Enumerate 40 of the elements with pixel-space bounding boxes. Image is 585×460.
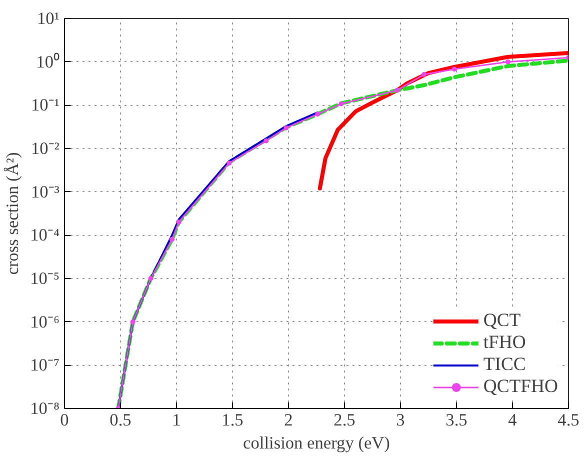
y-tick-label: 10⁰ (36, 52, 60, 72)
y-tick-label: 10⁻⁴ (30, 226, 60, 245)
legend-label: QCTFHO (483, 376, 558, 398)
x-tick-label: 1.5 (222, 410, 244, 430)
point (170, 236, 175, 242)
y-tick-label: 10⁻⁶ (30, 312, 60, 332)
legend-label: QCT (483, 310, 521, 332)
point (176, 220, 182, 225)
x-tick-label: 3.5 (446, 410, 468, 430)
line-series (117, 111, 319, 408)
x-tick-label: 4 (508, 410, 518, 430)
y-tick-label: 10⁻² (30, 139, 60, 158)
x-tick-label: 0 (60, 410, 69, 430)
x-tick-label: 2 (284, 410, 293, 430)
point (506, 59, 511, 64)
y-tick-label: 10⁻⁵ (30, 269, 60, 288)
x-tick-label: 3 (396, 410, 405, 430)
point (148, 276, 154, 281)
x-tick-label: 0.5 (110, 410, 132, 430)
y-axis-title: cross section (Å²) (3, 152, 22, 275)
y-tick-label: 10⁻⁸ (30, 399, 60, 418)
x-tick-label: 4.5 (558, 410, 580, 430)
legend-label: tFHO (483, 332, 526, 354)
point (422, 72, 427, 77)
point (452, 66, 457, 72)
x-axis-title: collision energy (eV) (243, 434, 390, 452)
y-tick-label: 10¹ (36, 9, 60, 28)
point (226, 160, 232, 166)
point (264, 138, 269, 144)
legend-label: TICC (483, 354, 526, 376)
y-tick-label: 10⁻³ (30, 182, 60, 202)
point (315, 112, 320, 117)
point (130, 319, 136, 324)
point (338, 101, 344, 106)
y-tick-label: 10⁻⁷ (30, 356, 60, 375)
point (284, 125, 289, 130)
x-tick-label: 2.5 (334, 410, 356, 430)
x-tick-label: 1 (172, 410, 181, 430)
point (394, 88, 400, 93)
y-tick-label: 10⁻¹ (30, 96, 60, 115)
